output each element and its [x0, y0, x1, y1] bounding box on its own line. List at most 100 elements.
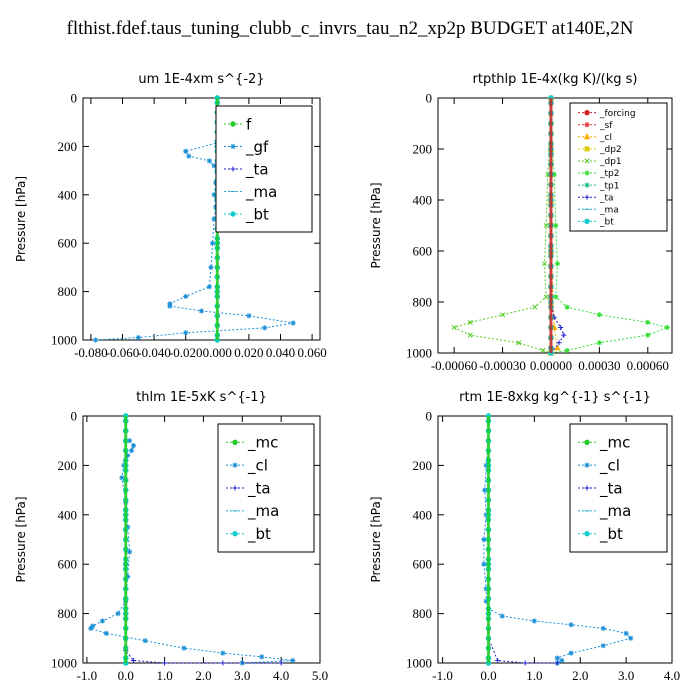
- x-tick-label: 1.0: [156, 668, 172, 683]
- legend-label: _ma: [245, 183, 277, 202]
- y-tick-label: 0: [71, 409, 78, 424]
- legend-item-ta: _ta: [224, 160, 269, 179]
- data-point: [467, 332, 473, 338]
- x-tick-label: 4.0: [664, 668, 680, 683]
- data-point: [564, 347, 570, 354]
- legend-label: _bt: [599, 525, 623, 544]
- x-tick-label: 1.0: [526, 668, 542, 683]
- y-tick-label: 600: [58, 236, 78, 251]
- data-point: [290, 657, 296, 664]
- data-point: [198, 308, 205, 314]
- data-point: [183, 330, 189, 336]
- legend-marker: [232, 439, 238, 445]
- panel-1: um 1E-4xm s^{-2} Pressure [hPa] 0 200 400 600…: [14, 72, 327, 360]
- legend-label: _cl: [599, 133, 612, 143]
- data-point: [211, 163, 217, 169]
- series-line: [452, 123, 552, 354]
- y-tick-label: 200: [58, 458, 78, 473]
- data-point: [516, 340, 522, 346]
- data-point: [481, 561, 487, 567]
- x-tick-label: 0.00000: [530, 358, 572, 373]
- legend-label: _ta: [599, 193, 614, 203]
- x-tick-label: -1.0: [77, 668, 98, 683]
- series-line: [487, 416, 558, 664]
- data-point: [532, 304, 538, 310]
- data-point: [568, 650, 574, 656]
- legend-marker: [584, 109, 590, 116]
- legend: f _gf _ta _ma _bt: [215, 105, 313, 233]
- data-point: [554, 344, 561, 351]
- data-point: [499, 312, 506, 318]
- data-point: [554, 660, 560, 666]
- legend-marker: [232, 485, 238, 491]
- legend-item-f: f: [224, 115, 252, 133]
- legend-label: _bt: [245, 205, 269, 224]
- legend-marker: [583, 133, 591, 140]
- data-point: [483, 598, 489, 604]
- x-tick-label: 3.0: [234, 668, 250, 683]
- data-point: [290, 320, 296, 326]
- data-point: [278, 660, 284, 666]
- data-point: [664, 324, 670, 331]
- data-point: [561, 332, 567, 338]
- y-tick-label: 800: [58, 284, 78, 299]
- data-point: [103, 630, 109, 636]
- legend-marker: [584, 439, 590, 445]
- data-point: [99, 618, 106, 624]
- x-tick-label: 5.0: [312, 668, 328, 683]
- series-line: [89, 440, 293, 664]
- data-point: [127, 549, 133, 555]
- data-point: [600, 643, 606, 649]
- legend-label: _mc: [247, 434, 278, 453]
- legend-label: _sf: [599, 121, 613, 131]
- data-point: [90, 623, 96, 629]
- legend-item-cl: _cl: [226, 456, 268, 475]
- series-ta: [485, 413, 560, 666]
- legend-label: _bt: [599, 217, 614, 227]
- legend-marker: [584, 182, 590, 188]
- legend-marker: [584, 158, 590, 164]
- plot-frame: [82, 415, 321, 664]
- y-tick-label: 1000: [51, 333, 77, 348]
- series-line: [483, 440, 632, 664]
- y-tick-label: 1000: [406, 656, 432, 671]
- legend-item-ma: _ma: [578, 205, 619, 215]
- x-tick-label: -0.060: [106, 345, 140, 360]
- y-tick-label: 600: [413, 557, 433, 572]
- x-tick-label: 4.0: [273, 668, 289, 683]
- x-tick-label: 0.00060: [627, 358, 669, 373]
- data-point: [125, 573, 131, 580]
- data-point: [481, 536, 487, 543]
- legend-label: _ma: [247, 502, 279, 521]
- x-tick-label: -1.0: [432, 668, 453, 683]
- data-point: [564, 304, 570, 310]
- data-point: [596, 312, 602, 318]
- legend-item-sf: _sf: [578, 121, 613, 131]
- x-tick-label: 2.0: [572, 668, 588, 683]
- data-point: [558, 325, 564, 330]
- data-point: [540, 347, 546, 354]
- data-point: [220, 660, 226, 666]
- x-tick-label: 0.020: [234, 345, 263, 360]
- page-title: flthist.fdef.taus_tuning_clubb_c_invrs_t…: [66, 18, 634, 39]
- data-point: [208, 264, 214, 270]
- legend-marker: [232, 531, 238, 537]
- data-point: [495, 658, 501, 664]
- data-point: [209, 240, 216, 246]
- data-point: [645, 332, 651, 338]
- data-point: [119, 475, 125, 481]
- y-tick-label: 600: [58, 557, 78, 572]
- data-point: [553, 294, 559, 300]
- legend-label: _tp1: [599, 181, 619, 191]
- y-tick-label: 200: [58, 139, 78, 154]
- data-point: [499, 613, 505, 619]
- y-tick-label: 0: [426, 91, 433, 106]
- legend-label: _dp2: [599, 145, 622, 155]
- x-tick-label: 3.0: [618, 668, 634, 683]
- data-point: [220, 650, 226, 656]
- x-tick-label: -0.040: [137, 345, 171, 360]
- plot-frame: [82, 97, 321, 341]
- legend-label: _ta: [247, 479, 271, 498]
- data-point: [556, 340, 562, 346]
- legend-label: _dp1: [599, 157, 622, 167]
